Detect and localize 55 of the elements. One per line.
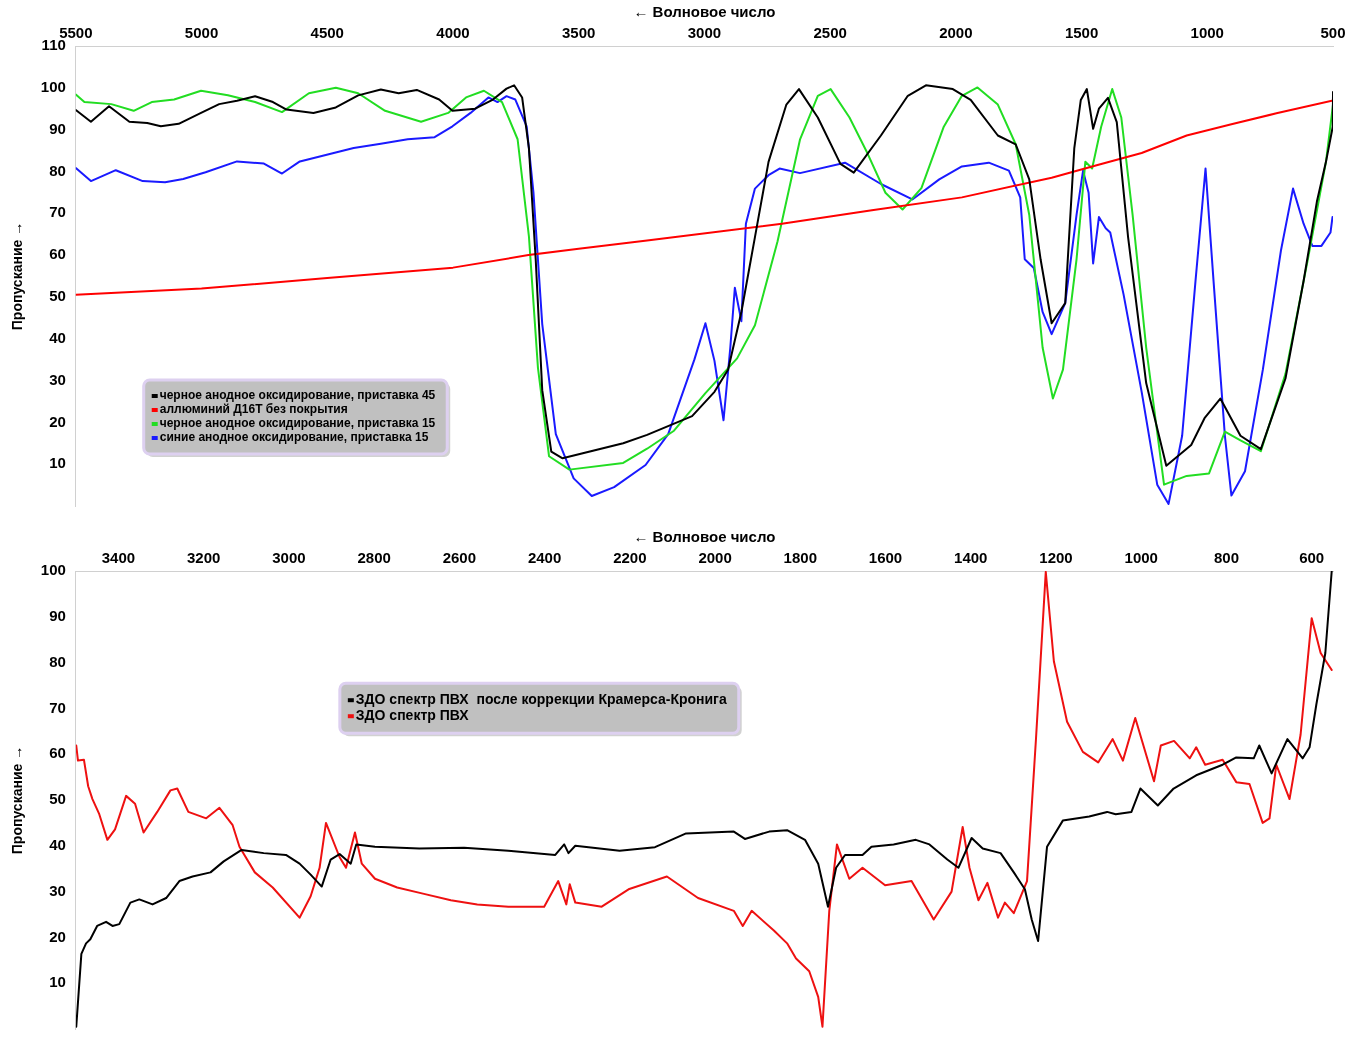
- y-tick-label: 60: [49, 744, 66, 762]
- x-tick-label: 1000: [1190, 24, 1224, 42]
- x-tick-label: 2200: [613, 549, 647, 567]
- x-tick-label: 4500: [310, 24, 344, 42]
- y-tick-label: 40: [49, 835, 66, 853]
- x-tick-label: 3000: [687, 24, 722, 42]
- x-tick-label: 2000: [939, 24, 973, 42]
- x-tick-label: 4000: [436, 24, 470, 42]
- x-tick-label: 3000: [272, 549, 306, 567]
- y-tick-label: 70: [49, 698, 66, 716]
- y-tick-label: 50: [49, 790, 66, 808]
- x-tick-label: 2400: [527, 549, 562, 567]
- y-tick-label: 30: [49, 370, 66, 388]
- x-tick-label: 1000: [1124, 549, 1158, 567]
- y-tick-label: 10: [49, 973, 66, 991]
- x-axis-title: ← Волновое число: [633, 3, 776, 21]
- x-tick-label: 3400: [101, 549, 136, 567]
- x-tick-label: 2000: [698, 549, 732, 567]
- x-tick-label: 1200: [1039, 549, 1073, 567]
- y-tick-label: 60: [49, 245, 66, 263]
- y-tick-label: 50: [49, 287, 66, 305]
- y-tick-label: 70: [49, 203, 66, 221]
- x-tick-label: 1400: [954, 549, 988, 567]
- x-axis-title: ← Волновое число: [633, 528, 776, 546]
- x-tick-label: 600: [1299, 549, 1325, 567]
- x-tick-label: 1800: [783, 549, 817, 567]
- y-tick-label: 20: [49, 927, 66, 945]
- x-tick-label: 3500: [562, 24, 596, 42]
- x-tick-label: 1500: [1064, 24, 1099, 42]
- legend-label: аллюминий Д16Т без покрытия: [159, 402, 348, 417]
- x-tick-label: 800: [1213, 549, 1239, 567]
- x-tick-label: 5000: [184, 24, 219, 42]
- y-axis-title: Пропускание →: [9, 221, 26, 331]
- y-tick-label: 90: [49, 606, 66, 624]
- y-tick-label: 90: [49, 119, 66, 137]
- legend-label: ЗДО спектр ПВХ после коррекции Крамерса-Кронига: [355, 691, 727, 708]
- y-tick-label: 100: [40, 77, 66, 95]
- x-tick-label: 2600: [442, 549, 477, 567]
- y-tick-label: 100: [40, 561, 66, 579]
- legend-label: синие анодное оксидирование, приставка 15: [159, 430, 429, 445]
- x-tick-label: 1600: [868, 549, 903, 567]
- y-tick-label: 10: [49, 454, 66, 472]
- y-tick-label: 80: [49, 652, 66, 670]
- y-tick-label: 80: [49, 161, 66, 179]
- y-tick-label: 20: [49, 412, 66, 430]
- y-tick-label: 30: [49, 881, 66, 899]
- y-axis-title: Пропускание →: [9, 745, 26, 855]
- legend-label: черное анодное оксидирование, приставка 15: [159, 416, 436, 431]
- legend-label: ЗДО спектр ПВХ: [355, 707, 470, 724]
- x-tick-label: 3200: [186, 549, 221, 567]
- legend-label: черное анодное оксидирование, приставка 45: [159, 388, 436, 403]
- y-tick-label: 40: [49, 328, 66, 346]
- x-tick-label: 500: [1320, 24, 1346, 42]
- x-tick-label: 2500: [813, 24, 847, 42]
- x-tick-label: 2800: [357, 549, 391, 567]
